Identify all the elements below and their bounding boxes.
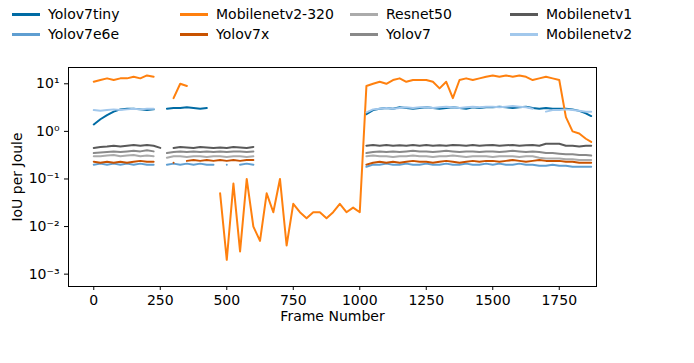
svg-text:10⁻³: 10⁻³ [29,266,60,282]
html-text:Resnet50: Resnet50 [386,6,452,22]
svg-text:10⁻²: 10⁻² [29,218,60,234]
svg-text:10⁰: 10⁰ [36,123,60,139]
html-text:Mobilenetv1: Mobilenetv1 [546,6,633,22]
svg-text:750: 750 [280,292,307,308]
html-text:Yolov7: Yolov7 [386,26,431,42]
html-text:Yolov7x: Yolov7x [216,26,270,42]
svg-text:250: 250 [147,292,174,308]
html-text:Mobilenetv2: Mobilenetv2 [546,26,633,42]
svg-text:IoU per Joule: IoU per Joule [9,132,25,221]
svg-text:500: 500 [213,292,240,308]
svg-text:1250: 1250 [408,292,444,308]
svg-text:0: 0 [89,292,98,308]
svg-text:10¹: 10¹ [36,75,59,91]
svg-text:1000: 1000 [342,292,378,308]
svg-text:10⁻¹: 10⁻¹ [29,170,60,186]
html-text:Yolov7e6e: Yolov7e6e [48,26,119,42]
html-text:Mobilenetv2-320: Mobilenetv2-320 [216,6,334,22]
svg-text:Frame Number: Frame Number [280,308,385,324]
svg-text:1750: 1750 [541,292,577,308]
svg-text:1500: 1500 [475,292,511,308]
html-text:Yolov7tiny: Yolov7tiny [48,6,120,22]
